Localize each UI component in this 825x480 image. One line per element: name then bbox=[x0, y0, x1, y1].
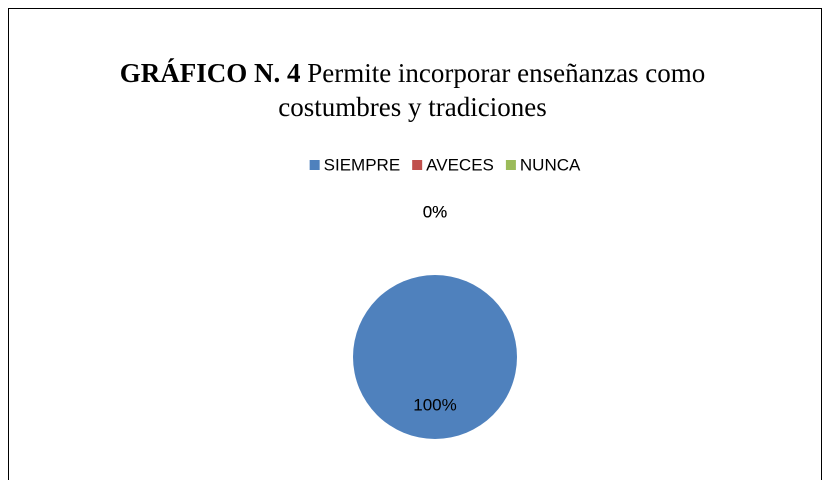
data-label: 0% bbox=[423, 202, 448, 221]
title-label: GRÁFICO N. 4 bbox=[119, 58, 301, 88]
legend-label: AVECES bbox=[426, 155, 494, 174]
pie-slice bbox=[353, 275, 517, 439]
data-label: 100% bbox=[413, 396, 456, 415]
legend-swatch bbox=[505, 160, 516, 170]
legend-swatch bbox=[309, 160, 320, 170]
legend-label: NUNCA bbox=[520, 155, 581, 174]
title-text: Permite incorporar enseñanzas como costu… bbox=[278, 58, 706, 122]
legend-swatch bbox=[412, 160, 423, 170]
frame bbox=[8, 8, 822, 480]
chart-title: GRÁFICO N. 4 Permite incorporar enseñanz… bbox=[60, 56, 765, 124]
legend-label: SIEMPRE bbox=[324, 155, 401, 174]
data-label: 0% bbox=[423, 202, 448, 221]
